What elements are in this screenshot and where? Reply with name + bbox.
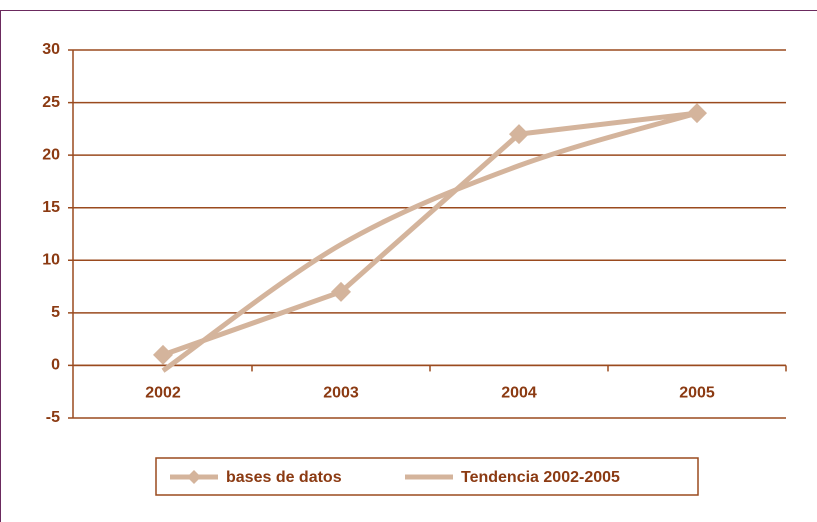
y-tick-label: -5: [46, 409, 60, 426]
y-tick-label: 0: [51, 357, 60, 374]
y-tick-label: 25: [42, 94, 60, 111]
marker: [509, 124, 529, 145]
x-tick-label: 2002: [145, 385, 181, 402]
marker: [153, 344, 173, 365]
y-tick-label: 5: [51, 304, 60, 321]
y-tick-label: 20: [42, 146, 60, 163]
marker: [331, 281, 351, 302]
y-tick-label: 15: [42, 199, 60, 216]
legend-marker: [187, 470, 201, 484]
legend-label: bases de datos: [226, 469, 342, 486]
x-tick-label: 2005: [679, 385, 715, 402]
x-tick-label: 2003: [323, 385, 359, 402]
chart-frame: [0, 10, 817, 522]
series-line: [162, 110, 698, 358]
y-tick-label: 10: [42, 252, 60, 269]
marker: [687, 103, 707, 124]
y-tick-label: 30: [42, 41, 60, 58]
series-line: [161, 110, 698, 373]
x-tick-label: 2004: [501, 385, 537, 402]
legend-label: Tendencia 2002-2005: [461, 469, 620, 486]
